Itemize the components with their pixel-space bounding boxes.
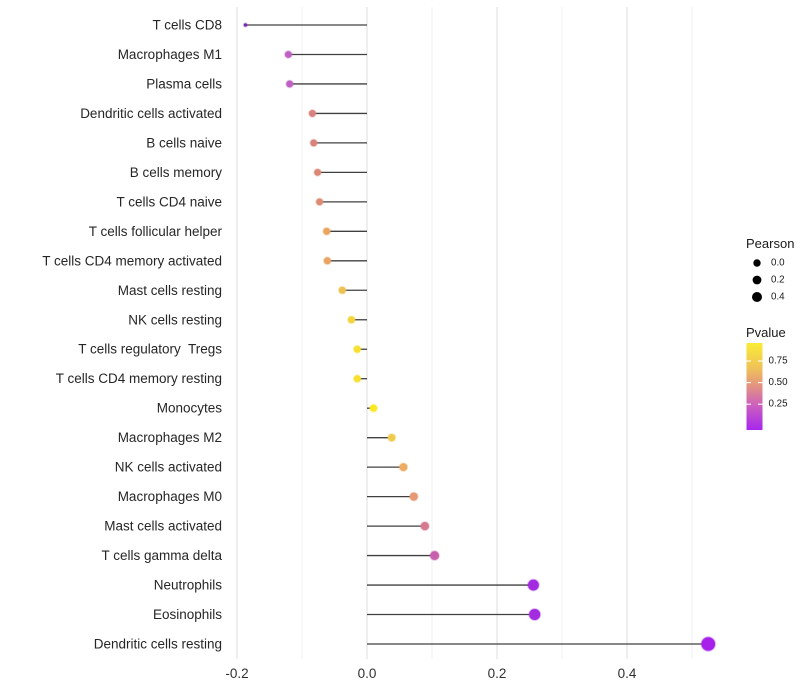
y-axis-label: Dendritic cells resting xyxy=(94,636,222,651)
legend-size-dot xyxy=(753,259,761,267)
gridlines xyxy=(236,7,693,659)
legend-pvalue-colorbar-ticks: 0.75 0.50 0.25 xyxy=(746,356,789,410)
y-axis-label: T cells CD8 xyxy=(152,18,222,33)
lollipop-dots xyxy=(242,22,716,652)
x-tick-label: 0.4 xyxy=(618,666,637,681)
lollipop-dot xyxy=(322,226,332,236)
lollipop-dot xyxy=(315,197,324,207)
y-axis-label: Monocytes xyxy=(157,401,223,416)
x-axis-labels: -0.2 0.0 0.2 0.4 xyxy=(225,666,637,681)
y-axis-label: Macrophages M2 xyxy=(118,430,222,445)
legend-size-label: 0.4 xyxy=(771,292,785,303)
y-axis-label: T cells CD4 naive xyxy=(116,194,222,209)
y-axis-label: B cells memory xyxy=(130,165,223,180)
lollipop-dot xyxy=(387,433,397,443)
lollipop-dot xyxy=(313,168,322,177)
colorbar-tick-label: 0.50 xyxy=(769,377,789,388)
legend-size-label: 0.2 xyxy=(771,275,785,286)
lollipop-dot xyxy=(352,344,362,354)
colorbar-tick-label: 0.75 xyxy=(769,356,789,367)
x-tick-label: -0.2 xyxy=(225,666,248,681)
lollipop-dot xyxy=(308,109,317,118)
y-axis-label: Neutrophils xyxy=(154,578,223,593)
lollipop-dot xyxy=(419,521,430,532)
y-axis-label: Mast cells resting xyxy=(118,283,222,298)
y-axis-label: T cells CD4 memory resting xyxy=(56,371,222,386)
lollipop-dot xyxy=(322,256,332,266)
y-axis-label: Macrophages M1 xyxy=(118,47,222,62)
y-axis-label: Macrophages M0 xyxy=(118,489,222,504)
legend: Pearson 0.0 0.2 0.4 Pvalue 0.75 0.50 0.25 xyxy=(746,236,794,430)
colorbar-tick-label: 0.25 xyxy=(769,399,789,410)
y-axis-label: Eosinophils xyxy=(153,607,222,622)
y-axis-labels: T cells CD8 Macrophages M1 Plasma cells Den… xyxy=(42,18,222,652)
legend-pearson-title: Pearson xyxy=(746,236,794,251)
legend-size-dot xyxy=(752,292,762,302)
legend-pvalue-title: Pvalue xyxy=(746,325,786,340)
legend-size-dot xyxy=(752,275,762,285)
y-axis-label: T cells regulatory Tregs xyxy=(78,342,222,357)
y-axis-label: Plasma cells xyxy=(146,76,222,91)
lollipop-dot xyxy=(368,403,378,413)
y-axis-label: T cells CD4 memory activated xyxy=(42,253,222,268)
lollipop-dot xyxy=(528,608,542,621)
legend-size-label: 0.0 xyxy=(771,258,785,269)
lollipop-dot xyxy=(285,79,294,89)
lollipop-stems xyxy=(245,24,709,645)
lollipop-dot xyxy=(242,22,248,28)
lollipop-dot xyxy=(429,550,440,561)
y-axis-label: B cells naive xyxy=(146,135,222,150)
y-axis-label: NK cells activated xyxy=(115,460,222,475)
legend-pearson-size-items: 0.0 0.2 0.4 xyxy=(752,258,785,303)
lollipop-dot xyxy=(352,374,362,384)
y-axis-label: Dendritic cells activated xyxy=(80,106,222,121)
lollipop-dot xyxy=(337,285,347,295)
lollipop-dot xyxy=(700,636,716,652)
x-tick-label: 0.2 xyxy=(488,666,507,681)
legend-pvalue-colorbar xyxy=(746,343,763,430)
lollipop-dot xyxy=(346,315,356,325)
y-axis-label: Mast cells activated xyxy=(104,519,222,534)
lollipop-dot xyxy=(408,491,419,502)
lollipop-dot xyxy=(309,138,319,148)
lollipop-dot xyxy=(284,50,293,59)
y-axis-label: T cells follicular helper xyxy=(89,224,223,239)
x-tick-label: 0.0 xyxy=(358,666,377,681)
lollipop-dot xyxy=(398,462,409,472)
y-axis-label: T cells gamma delta xyxy=(101,548,222,563)
lollipop-dot xyxy=(527,578,540,592)
y-axis-label: NK cells resting xyxy=(128,312,222,327)
